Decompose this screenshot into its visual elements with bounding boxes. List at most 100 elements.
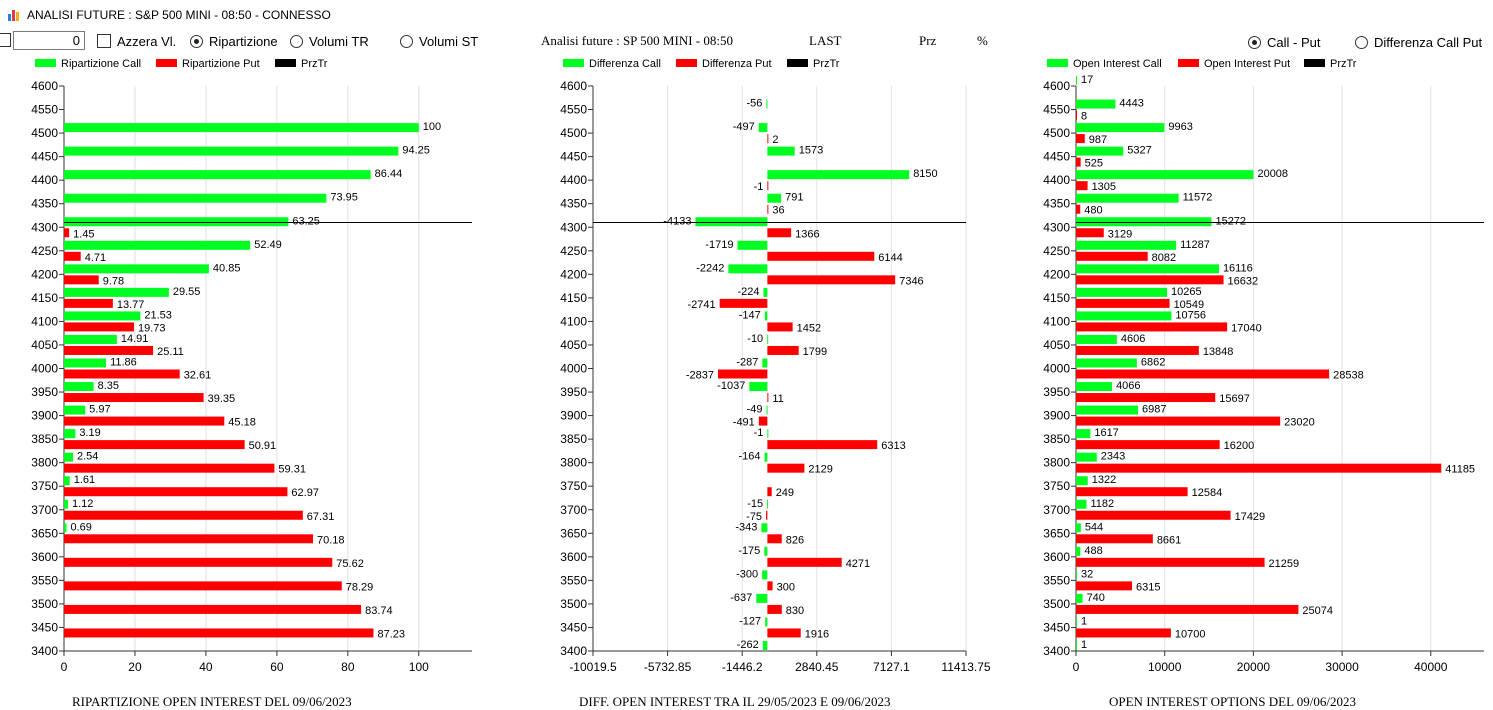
y-tick-label: 4450 — [31, 150, 58, 164]
call-bar — [763, 287, 768, 297]
radio-volumi-st[interactable]: Volumi ST — [400, 34, 478, 49]
call-bar-label: -2242 — [696, 262, 724, 274]
put-bar — [767, 275, 896, 285]
y-tick-label: 4000 — [1043, 362, 1070, 376]
call-bar-label: 488 — [1084, 545, 1102, 557]
y-tick-label: 3450 — [560, 620, 587, 634]
call-bar — [1076, 476, 1088, 486]
azzera-checkbox[interactable]: Azzera Vl. — [97, 34, 176, 49]
y-tick-label: 4550 — [1043, 103, 1070, 117]
chart-app-icon — [8, 10, 19, 21]
call-bar-label: -1719 — [705, 239, 733, 251]
call-bar — [1076, 240, 1177, 250]
call-bar-label: 40.85 — [213, 262, 241, 274]
call-bar-label: 86.44 — [375, 168, 403, 180]
y-tick-label: 4250 — [1043, 244, 1070, 258]
radio-call-put[interactable]: Call - Put — [1248, 35, 1320, 50]
put-bar — [766, 510, 768, 520]
put-bar-label: 1452 — [797, 322, 821, 334]
call-bar — [1076, 146, 1124, 156]
call-bar — [64, 405, 86, 415]
put-bar-label: -75 — [746, 511, 762, 523]
put-bar-label: 8082 — [1152, 252, 1176, 264]
x-tick-label: 100 — [409, 660, 429, 674]
call-bar — [64, 193, 327, 203]
call-bar — [64, 476, 70, 486]
call-bar — [761, 523, 768, 533]
radio-volumi-tr[interactable]: Volumi TR — [290, 34, 369, 49]
put-bar — [767, 134, 769, 144]
put-bar-label: 249 — [776, 487, 794, 499]
radio-diff-call-put[interactable]: Differenza Call Put — [1355, 35, 1482, 50]
x-tick-label: 60 — [270, 660, 284, 674]
left-checkbox[interactable] — [0, 33, 17, 48]
radio-ripartizione[interactable]: Ripartizione — [190, 34, 278, 49]
y-tick-label: 3600 — [1043, 550, 1070, 564]
call-bar-label: 11.86 — [110, 357, 137, 369]
put-bar — [64, 251, 81, 261]
call-bar-label: -343 — [735, 521, 757, 533]
put-bar — [767, 228, 792, 238]
y-tick-label: 3400 — [31, 644, 58, 658]
call-bar-label: 5327 — [1127, 145, 1151, 157]
call-bar-label: -287 — [736, 357, 758, 369]
call-bar — [1076, 311, 1172, 321]
y-tick-label: 3950 — [1043, 385, 1070, 399]
pct-label: % — [977, 33, 988, 48]
put-bar — [1076, 604, 1299, 614]
call-bar-label: 4066 — [1116, 380, 1140, 392]
legend-call-3: Open Interest Call — [1047, 58, 1162, 70]
call-bar-label: 10265 — [1171, 286, 1202, 298]
y-tick-label: 4050 — [560, 338, 587, 352]
call-bar — [64, 334, 117, 344]
put-bar-label: 3129 — [1108, 228, 1132, 240]
call-bar-label: -49 — [747, 404, 763, 416]
put-bar-label: 75.62 — [336, 558, 364, 570]
y-tick-label: 3850 — [31, 432, 58, 446]
call-bar — [695, 217, 768, 227]
y-tick-label: 3800 — [1043, 456, 1070, 470]
call-bar — [1076, 358, 1137, 368]
call-bar — [64, 264, 209, 274]
put-bar-label: 28538 — [1333, 370, 1364, 382]
y-tick-label: 3600 — [560, 550, 587, 564]
put-bar — [1076, 110, 1077, 120]
call-bar — [767, 170, 910, 180]
put-bar-label: 87.23 — [377, 628, 405, 640]
put-bar-label: 15697 — [1219, 393, 1250, 405]
put-bar — [767, 487, 772, 497]
y-tick-label: 4400 — [1043, 173, 1070, 187]
put-bar-label: 16632 — [1228, 275, 1259, 287]
x-tick-label: 0 — [61, 660, 68, 674]
call-bar — [1076, 405, 1138, 415]
radio-volumi-tr-label: Volumi TR — [309, 34, 369, 49]
call-bar — [64, 358, 107, 368]
y-tick-label: 3450 — [31, 620, 58, 634]
put-bar — [1076, 581, 1133, 591]
call-bar-label: -262 — [737, 639, 759, 651]
y-tick-label: 3550 — [1043, 573, 1070, 587]
put-bar — [1076, 557, 1265, 567]
y-tick-label: 4500 — [31, 126, 58, 140]
y-tick-label: 4600 — [31, 79, 58, 93]
call-bar-label: -1 — [754, 427, 764, 439]
put-bar-label: 10700 — [1175, 628, 1206, 640]
put-bar-label: 10549 — [1174, 299, 1205, 311]
put-bar-label: 19.73 — [138, 322, 166, 334]
call-bar — [767, 429, 769, 439]
azzera-label: Azzera Vl. — [117, 34, 177, 49]
call-bar-label: 1 — [1081, 615, 1087, 627]
call-bar-label: -164 — [738, 451, 760, 463]
call-bar — [64, 170, 371, 180]
number-input[interactable] — [13, 31, 85, 50]
put-bar-label: 16200 — [1224, 440, 1255, 452]
put-bar — [717, 369, 768, 379]
y-tick-label: 3750 — [560, 479, 587, 493]
y-tick-label: 3800 — [560, 456, 587, 470]
put-bar — [1076, 628, 1171, 638]
legend-put-3: Open Interest Put — [1178, 58, 1290, 70]
put-bar — [1076, 393, 1216, 403]
put-bar-label: 36 — [772, 205, 784, 217]
call-bar — [64, 499, 68, 509]
last-label: LAST — [809, 33, 842, 48]
